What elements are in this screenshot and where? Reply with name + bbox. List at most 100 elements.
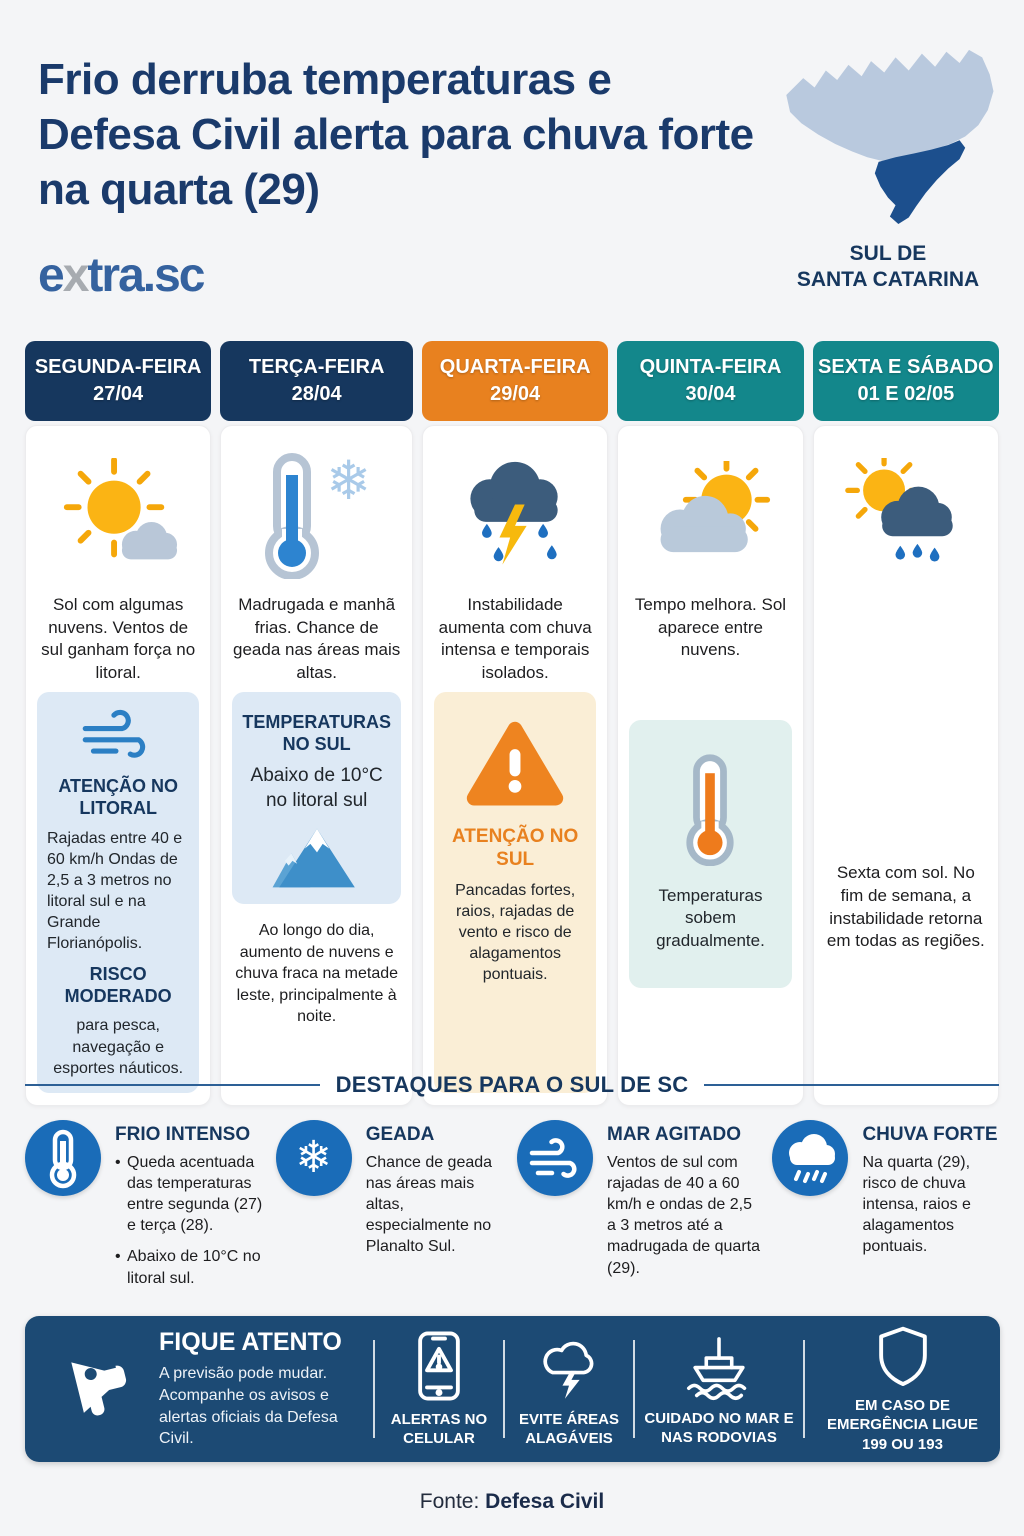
divider	[633, 1340, 635, 1438]
title-line: na quarta (29)	[38, 165, 320, 214]
weather-icon-area	[37, 436, 199, 594]
phone-alert-icon	[418, 1331, 460, 1400]
box-heading: RISCO MODERADO	[64, 964, 172, 1006]
source-footer: Fonte: Defesa Civil	[0, 1490, 1024, 1514]
highlight-text: Ventos de sul com rajadas de 40 a 60 km/…	[607, 1154, 760, 1277]
box-heading: ATENÇÃO NO LITORAL	[58, 776, 178, 818]
title-line: Frio derruba temperaturas e	[38, 55, 612, 104]
day-name: QUINTA-FEIRA	[639, 356, 782, 378]
map-label: SUL DE SANTA CATARINA	[770, 241, 1006, 294]
day-date: 27/04	[93, 383, 144, 405]
day-summary: Tempo melhora. Sol aparece entre nuvens.	[634, 595, 787, 660]
logo-letters: tra.sc	[87, 249, 205, 302]
forecast-column-fri-sat: SEXTA E SÁBADO 01 E 02/05	[812, 341, 999, 1106]
forecast-column-thursday: QUINTA-FEIRA 30/04	[617, 341, 804, 1106]
storm-cloud-icon	[470, 461, 558, 565]
alert-bar: FIQUE ATENTO A previsão pode mudar. Acom…	[25, 1316, 1000, 1462]
day-header: SEGUNDA-FEIRA 27/04	[25, 341, 212, 421]
day-card: Sexta com sol. No fim de semana, a insta…	[812, 425, 999, 1106]
highlight-text-block: MAR AGITADO Ventos de sul com rajadas de…	[607, 1120, 762, 1279]
temperatures-box: TEMPERATURAS NO SUL Abaixo de 10°C no li…	[232, 692, 401, 904]
highlight-bullets: Queda acentuada das temperaturas entre s…	[115, 1152, 266, 1289]
highlight-chuva-forte: CHUVA FORTE Na quarta (29), risco de chu…	[772, 1120, 999, 1299]
snowflake-icon: ❄	[275, 1120, 352, 1196]
sun-cloud-icon	[64, 457, 178, 560]
snowflake-icon: ❄	[326, 449, 372, 512]
south-warning-box: ATENÇÃO NO SUL Pancadas fortes, raios, r…	[434, 692, 597, 1093]
wind-icon	[517, 1120, 593, 1196]
highlight-heading: CHUVA FORTE	[862, 1124, 998, 1145]
alert-item-label: EVITE ÁREAS ALAGÁVEIS	[518, 1410, 620, 1448]
day-name: TERÇA-FEIRA	[248, 356, 385, 378]
day-card: ❄ Madrugada e manhã frias. Chance de gea…	[220, 425, 413, 1106]
alert-item-label: EM CASO DE EMERGÊNCIA LIGUE 199 OU 193	[826, 1396, 979, 1453]
alert-item-celular: ALERTAS NO CELULAR	[375, 1330, 503, 1449]
alert-text-block: FIQUE ATENTO A previsão pode mudar. Acom…	[159, 1328, 373, 1449]
bullet-item: Abaixo de 10°C no litoral sul.	[115, 1246, 266, 1288]
weather-icon-area	[629, 436, 791, 594]
day-date: 29/04	[490, 383, 541, 405]
box-heading: ATENÇÃO NO SUL	[452, 825, 579, 870]
title-line: Defesa Civil alerta para chuva forte	[38, 110, 754, 159]
divider-line	[704, 1084, 1000, 1086]
highlights-title-row: DESTAQUES PARA O SUL DE SC	[25, 1072, 1000, 1098]
megaphone-icon	[71, 1362, 127, 1416]
highlight-geada: ❄ GEADA Chance de geada nas áreas mais a…	[275, 1120, 507, 1299]
weather-icon-area: ❄	[232, 436, 401, 594]
source-prefix: Fonte:	[419, 1490, 480, 1513]
divider-line	[25, 1084, 320, 1086]
forecast-grid: SEGUNDA-FEIRA 27/04	[25, 341, 999, 1106]
day-header: QUINTA-FEIRA 30/04	[617, 341, 804, 421]
forecast-column-monday: SEGUNDA-FEIRA 27/04	[25, 341, 212, 1106]
highlights-section: DESTAQUES PARA O SUL DE SC FRIO INTENSO …	[25, 1072, 1000, 1299]
storm-cloud-icon	[543, 1341, 594, 1399]
day-card: Tempo melhora. Sol aparece entre nuvens.…	[617, 425, 804, 1106]
alert-item-label: ALERTAS NO CELULAR	[390, 1410, 488, 1448]
divider	[803, 1340, 805, 1438]
highlight-heading: MAR AGITADO	[607, 1124, 742, 1145]
day-summary: Sexta com sol. No fim de semana, a insta…	[826, 863, 985, 951]
day-summary: Instabilidade aumenta com chuva intensa …	[438, 595, 592, 682]
weather-icon-area	[825, 436, 987, 594]
logo-letter: e	[38, 249, 65, 302]
rain-cloud-icon	[772, 1120, 849, 1196]
divider	[503, 1340, 505, 1438]
temperature-rise-box: Temperaturas sobem gradualmente.	[629, 720, 792, 988]
logo-letter: x	[62, 249, 90, 302]
day-summary: Madrugada e manhã frias. Chance de geada…	[233, 595, 401, 682]
highlights-items: FRIO INTENSO Queda acentuada das tempera…	[25, 1120, 999, 1299]
day-card: Sol com algumas nuvens. Ventos de sul ga…	[25, 425, 212, 1106]
highlight-mar-agitado: MAR AGITADO Ventos de sul com rajadas de…	[517, 1120, 762, 1299]
day-card: Instabilidade aumenta com chuva intensa …	[422, 425, 609, 1106]
day-header: QUARTA-FEIRA 29/04	[422, 341, 609, 421]
highlight-text-block: CHUVA FORTE Na quarta (29), risco de chu…	[862, 1120, 999, 1258]
sun-rain-cloud-icon	[845, 457, 953, 562]
alert-item-emergencia: EM CASO DE EMERGÊNCIA LIGUE 199 OU 193	[805, 1324, 1000, 1455]
alert-item-mar-rodovias: CUIDADO NO MAR E NAS RODOVIAS	[635, 1331, 803, 1448]
box-body: Temperaturas sobem gradualmente.	[656, 885, 765, 950]
day-date: 30/04	[685, 383, 736, 405]
day-summary: Sol com algumas nuvens. Ventos de sul ga…	[41, 595, 196, 682]
shield-icon	[878, 1326, 927, 1386]
map-label-line: SANTA CATARINA	[796, 268, 980, 292]
source-name: Defesa Civil	[485, 1490, 605, 1513]
highlight-text-block: GEADA Chance de geada nas áreas mais alt…	[366, 1120, 507, 1258]
day-header: TERÇA-FEIRA 28/04	[220, 341, 413, 421]
sun-behind-cloud-icon	[661, 460, 771, 552]
alert-item-label: CUIDADO NO MAR E NAS RODOVIAS	[644, 1409, 794, 1447]
highlights-title: DESTAQUES PARA O SUL DE SC	[335, 1072, 689, 1097]
thermometer-icon	[686, 754, 735, 867]
highlight-heading: GEADA	[365, 1124, 435, 1145]
ship-icon	[686, 1336, 747, 1400]
forecast-column-wednesday: QUARTA-FEIRA 29/04	[422, 341, 609, 1106]
alert-heading: FIQUE ATENTO	[159, 1328, 342, 1357]
map-label-line: SUL DE	[849, 242, 927, 265]
wind-icon	[82, 709, 146, 758]
alert-item-alagaveis: EVITE ÁREAS ALAGÁVEIS	[505, 1330, 633, 1449]
box-body: Pancadas fortes, raios, rajadas de vento…	[455, 881, 576, 983]
box-body: para pesca, navegação e esportes náutico…	[53, 1017, 184, 1077]
extra-sc-logo: extra.sc	[38, 248, 206, 303]
day-extra-text: Ao longo do dia, aumento de nuvens e chu…	[235, 922, 399, 1026]
highlight-text: Na quarta (29), risco de chuva intensa, …	[862, 1154, 971, 1256]
